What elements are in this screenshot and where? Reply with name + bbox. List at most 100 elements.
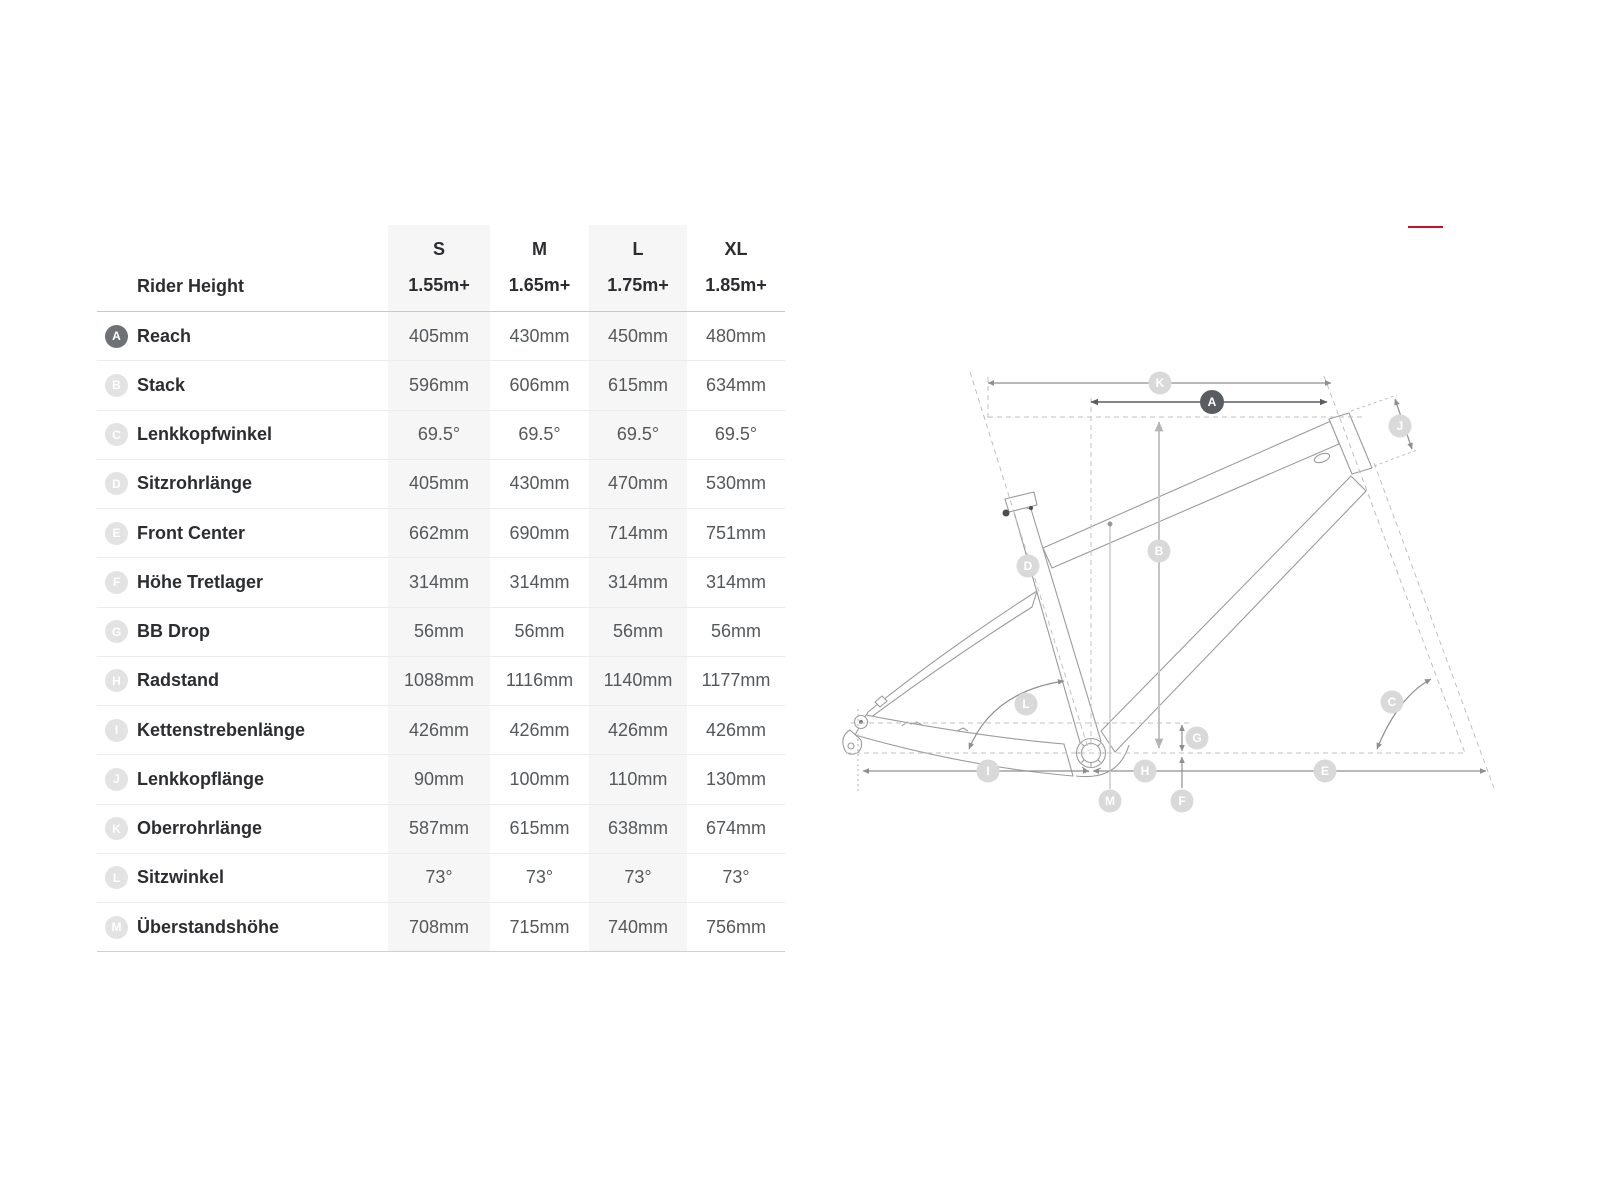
value-l: 426mm	[589, 706, 687, 755]
size-label: S	[432, 239, 445, 259]
column-header-s: S 1.55m+	[388, 225, 490, 311]
diagram-badge-k[interactable]: K	[1148, 371, 1172, 395]
table-row-kettenstrebenlaenge[interactable]: I Kettenstrebenlänge 426mm 426mm 426mm 42…	[97, 705, 785, 755]
cable-port	[1313, 452, 1331, 464]
diagram-badge-f[interactable]: F	[1170, 789, 1194, 813]
diagram-badge-d[interactable]: D	[1016, 554, 1040, 578]
diagram-badge-j[interactable]: J	[1388, 414, 1412, 438]
table-row-reach[interactable]: A Reach 405mm 430mm 450mm 480mm	[97, 311, 785, 361]
value-xl: 426mm	[705, 719, 767, 740]
value-xl: 56mm	[710, 621, 761, 642]
svg-text:A: A	[1208, 395, 1217, 409]
diagram-badge-a[interactable]: A	[1200, 390, 1224, 414]
value-s: 73°	[388, 853, 490, 902]
row-badge: F	[105, 570, 128, 594]
row-label: Front Center	[137, 522, 245, 543]
value-xl: 1177mm	[701, 670, 771, 691]
table-row-sitzrohrlaenge[interactable]: D Sitzrohrlänge 405mm 430mm 470mm 530mm	[97, 458, 785, 508]
clamp-bolt-small	[1029, 506, 1033, 510]
rider-height-value: 1.65m+	[508, 275, 571, 295]
table-row-ueberstandshoehe[interactable]: M Überstandshöhe 708mm 715mm 740mm 756mm	[97, 902, 785, 952]
hanger-bolt	[847, 742, 855, 750]
diagram-badge-b[interactable]: B	[1147, 539, 1171, 563]
value-m: 100mm	[509, 768, 570, 789]
row-label: Reach	[137, 325, 192, 346]
svg-text:B: B	[1155, 544, 1164, 558]
svg-text:C: C	[1388, 695, 1397, 709]
value-m: 426mm	[509, 719, 570, 740]
value-m: 615mm	[509, 818, 570, 839]
row-badge: C	[105, 423, 128, 447]
value-l: 450mm	[589, 312, 687, 361]
value-l: 69.5°	[589, 410, 687, 459]
diagram-badge-c[interactable]: C	[1380, 690, 1404, 714]
table-row-lenkkopflaenge[interactable]: J Lenkkopflänge 90mm 100mm 110mm 130mm	[97, 754, 785, 804]
row-label: Überstandshöhe	[137, 916, 280, 937]
size-label: XL	[724, 239, 748, 259]
value-s: 69.5°	[388, 410, 490, 459]
diagram-badge-h[interactable]: H	[1133, 759, 1157, 783]
dim-arc-l-seat-angle	[968, 679, 1065, 750]
diagram-badge-e[interactable]: E	[1313, 759, 1337, 783]
diagram-badge-l[interactable]: L	[1014, 692, 1038, 716]
table-row-lenkkopfwinkel[interactable]: C Lenkkopfwinkel 69.5° 69.5° 69.5° 69.5°	[97, 409, 785, 459]
svg-text:L: L	[1022, 697, 1029, 711]
value-m: 314mm	[509, 571, 570, 592]
row-badge: L	[105, 866, 128, 890]
value-xl: 314mm	[705, 571, 767, 592]
row-label: Lenkkopfwinkel	[137, 424, 273, 445]
row-badge: K	[105, 817, 128, 841]
size-label: L	[632, 239, 644, 259]
seatpost-clamp	[1004, 491, 1038, 513]
frame-geometry-diagram: K A J B D L C G I H E M F	[842, 371, 1495, 813]
rider-height-value: 1.75m+	[607, 275, 669, 295]
svg-text:K: K	[1156, 376, 1165, 390]
row-label: Sitzrohrlänge	[137, 473, 253, 494]
value-s: 708mm	[388, 903, 490, 952]
table-row-radstand[interactable]: H Radstand 1088mm 1116mm 1140mm 1177mm	[97, 655, 785, 705]
table-row-stack[interactable]: B Stack 596mm 606mm 615mm 634mm	[97, 360, 785, 410]
table-header: Rider Height S 1.55m+ M 1.65m+ L 1.75m+ …	[97, 225, 785, 311]
value-l: 110mm	[589, 755, 687, 804]
dimension-lines	[862, 380, 1487, 789]
diagram-badge-i[interactable]: I	[976, 759, 1000, 783]
value-s: 90mm	[388, 755, 490, 804]
value-l: 615mm	[589, 361, 687, 410]
down-tube	[1100, 475, 1367, 753]
diagram-badge-g[interactable]: G	[1185, 726, 1209, 750]
svg-text:H: H	[1141, 764, 1150, 778]
value-l: 314mm	[589, 558, 687, 607]
column-header-m: M 1.65m+	[490, 225, 589, 311]
value-l: 1140mm	[589, 656, 687, 705]
fork-axle-line	[1373, 462, 1495, 789]
row-label: Kettenstrebenlänge	[137, 719, 306, 740]
svg-text:D: D	[1024, 559, 1033, 573]
rider-height-header: Rider Height	[137, 276, 245, 296]
value-m: 73°	[525, 867, 554, 888]
value-s: 56mm	[388, 607, 490, 656]
svg-text:F: F	[1178, 794, 1185, 808]
diagram-badge-m[interactable]: M	[1098, 789, 1122, 813]
table-row-oberrohrlaenge[interactable]: K Oberrohrlänge 587mm 615mm 638mm 674mm	[97, 803, 785, 853]
value-s: 405mm	[388, 312, 490, 361]
row-badge: B	[105, 373, 128, 397]
value-l: 638mm	[589, 804, 687, 853]
derailleur-hanger	[842, 729, 863, 755]
size-label: M	[532, 239, 547, 259]
rider-height-value: 1.55m+	[408, 275, 470, 295]
table-row-front-center[interactable]: E Front Center 662mm 690mm 714mm 751mm	[97, 508, 785, 558]
value-l: 73°	[589, 853, 687, 902]
row-badge: I	[105, 718, 128, 742]
value-m: 430mm	[509, 325, 570, 346]
row-badge: J	[105, 767, 128, 791]
table-row-bb-drop[interactable]: G BB Drop 56mm 56mm 56mm 56mm	[97, 606, 785, 656]
row-label: Höhe Tretlager	[137, 571, 264, 592]
red-accent-dash	[1408, 226, 1443, 228]
headtube-extension-bottom	[1373, 449, 1418, 467]
table-row-sitzwinkel[interactable]: L Sitzwinkel 73° 73° 73° 73°	[97, 852, 785, 902]
column-header-xl: XL 1.85m+	[687, 225, 785, 311]
value-xl: 530mm	[705, 473, 767, 494]
row-label: Lenkkopflänge	[137, 768, 265, 789]
table-row-hoehe-tretlager[interactable]: F Höhe Tretlager 314mm 314mm 314mm 314mm	[97, 557, 785, 607]
